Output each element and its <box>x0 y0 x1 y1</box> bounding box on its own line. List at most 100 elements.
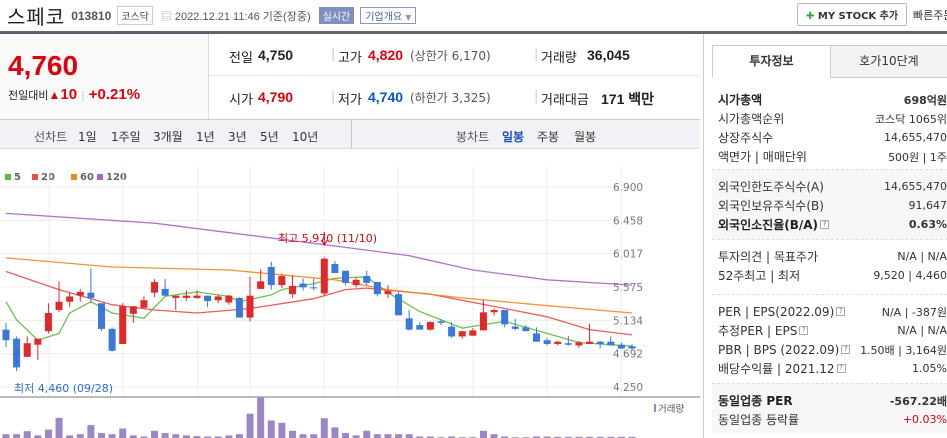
company-overview-dropdown[interactable]: 기업개요 ▼ <box>360 7 417 24</box>
calendar-icon: ▤ <box>160 10 175 23</box>
candle-body <box>405 318 413 330</box>
realtime-button[interactable]: 실시간 <box>318 7 355 24</box>
quote-row-2: 시가 4,790 | 저가 4,740 (하한가 3,325) | 거래대금 1… <box>229 89 655 108</box>
tab-5y[interactable]: 5년 <box>260 130 279 144</box>
ma-line-60 <box>5 257 633 314</box>
candle-body <box>490 310 498 313</box>
y-tick-label: 6,458 <box>613 215 643 227</box>
amount-value: 171 백만 <box>601 91 655 107</box>
stock-code: 013810 <box>71 8 112 23</box>
quick-order-link[interactable]: 빠른주문 <box>913 9 947 22</box>
candle-body <box>564 343 572 345</box>
info-value: N/A | N/A <box>897 324 947 337</box>
candle-body <box>352 279 360 286</box>
tab-1w[interactable]: 1주일 <box>111 130 141 144</box>
volume-bar <box>320 418 328 438</box>
info-row: PBR | BPS (2022.09)? 1.50배 | 3,164원 <box>718 340 947 359</box>
volume-bar <box>257 397 265 438</box>
info-value: N/A | -387원 <box>881 305 947 319</box>
my-stock-add-button[interactable]: ✚ MY STOCK 추가 <box>797 3 908 26</box>
legend-label: 20 <box>41 172 55 183</box>
company-overview-label: 기업개요 <box>365 12 403 23</box>
volume-legend-label: 거래량 <box>658 403 684 415</box>
divider <box>0 31 947 34</box>
arrow-down-icon <box>320 239 328 246</box>
legend-swatch <box>71 174 77 180</box>
volume-bar <box>278 422 286 438</box>
volume-bar <box>288 430 296 438</box>
volume-bar <box>501 436 509 438</box>
volume-bar <box>23 431 31 438</box>
tab-3y[interactable]: 3년 <box>228 130 247 144</box>
candle-body <box>299 283 307 288</box>
info-value: 14,655,470 <box>884 131 947 144</box>
tab-monthly[interactable]: 월봉 <box>574 130 597 144</box>
candle-body <box>44 313 52 332</box>
candle-body <box>129 306 137 314</box>
info-row: 시가총액순위 코스닥 1065위 <box>718 109 947 128</box>
divider <box>712 169 947 170</box>
volume-bar <box>533 436 540 438</box>
divider <box>351 120 352 149</box>
volume-bar <box>490 434 498 438</box>
tab-10y[interactable]: 10년 <box>292 130 319 144</box>
ma-line-120 <box>5 212 633 286</box>
info-row: 추정PER | EPS? N/A | N/A <box>718 321 947 340</box>
help-icon[interactable]: ? <box>799 326 809 335</box>
tab-daily[interactable]: 일봉 <box>502 130 525 144</box>
candle-body <box>119 306 127 344</box>
info-label-wrap: 액면가 | 매매단위 <box>718 148 807 165</box>
legend-swatch <box>32 174 38 180</box>
tab-investment-info[interactable]: 투자정보 <box>712 45 831 78</box>
tab-1d[interactable]: 1일 <box>78 130 97 144</box>
info-row: 배당수익률 | 2021.12? 1.05% <box>718 359 947 378</box>
legend-swatch <box>5 174 11 180</box>
info-label: 액면가 | 매매단위 <box>718 150 807 164</box>
volume-bar <box>97 433 105 438</box>
help-icon[interactable]: ? <box>836 364 846 373</box>
help-icon[interactable]: ? <box>841 345 851 354</box>
candle-body <box>501 310 509 325</box>
tab-3m[interactable]: 3개월 <box>153 130 183 144</box>
candle-body <box>617 344 625 349</box>
legend-label: 5 <box>14 172 21 183</box>
candle-body <box>235 297 243 318</box>
help-icon[interactable]: ? <box>820 220 830 229</box>
candle-body <box>204 295 212 301</box>
stock-chart[interactable]: 5 20 60 1206,9006,4586,0175,5755,1344,6924,… <box>0 149 700 438</box>
volume-bar <box>66 435 74 438</box>
divider <box>712 383 947 384</box>
candle-body <box>554 341 562 344</box>
candle-chart-label: 봉차트 <box>456 130 490 144</box>
info-label-wrap: 외국인보유주식수(B) <box>718 197 824 214</box>
candle-body <box>23 343 31 357</box>
candle-body <box>448 326 456 337</box>
info-label-wrap: 동일업종 PER <box>718 392 793 409</box>
stock-name: 스페코 <box>7 5 66 29</box>
current-price: 4,760 <box>8 50 79 81</box>
candle-body <box>331 263 339 274</box>
volume-bar <box>87 425 95 438</box>
tab-order-book[interactable]: 호가10단계 <box>830 45 947 78</box>
info-value: 1.50배 | 3,164원 <box>860 343 947 357</box>
volume-bar <box>352 435 360 438</box>
candle-body <box>575 342 583 346</box>
volume-bar <box>214 436 222 438</box>
candle-body <box>437 321 445 323</box>
help-icon[interactable]: ? <box>836 307 846 316</box>
chart-period-tabs: 선차트 1일 1주일 3개월 1년 3년 5년 10년 봉차트 일봉 주봉 월봉 <box>0 119 700 149</box>
volume-bar <box>108 434 116 438</box>
volume-label: 거래량 <box>541 51 577 66</box>
info-value: 500원 | 1주 <box>888 150 947 164</box>
volume-bar <box>479 430 487 438</box>
y-tick-label: 6,900 <box>613 182 643 194</box>
volume-bar <box>543 436 551 438</box>
quote-info-grid: 전일 4,750 | 고가 4,820 (상한가 6,170) | 거래량 36… <box>209 34 700 119</box>
tab-1y[interactable]: 1년 <box>196 130 215 144</box>
volume-bar <box>448 436 456 438</box>
volume-bar <box>193 436 201 438</box>
candle-body <box>596 341 604 344</box>
candle-body <box>543 340 551 344</box>
high-value: 4,820 <box>368 47 404 63</box>
tab-weekly[interactable]: 주봉 <box>537 130 560 144</box>
